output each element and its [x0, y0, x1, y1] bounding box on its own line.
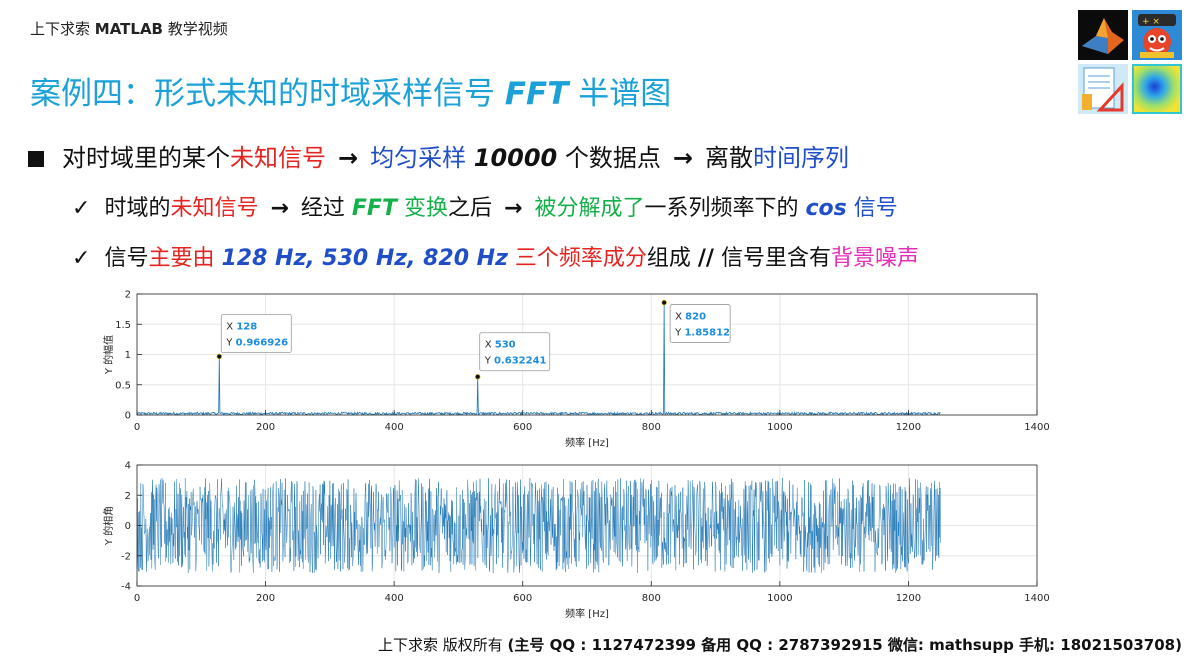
x-tick-label: 0	[134, 593, 140, 604]
x-tick-label: 0	[134, 422, 140, 433]
y-tick-label: 0	[125, 411, 131, 422]
square-bullet-icon	[28, 151, 44, 167]
datatip: X 530 Y 0.632241	[479, 332, 551, 372]
x-tick-label: 800	[642, 422, 661, 433]
datatip-box	[669, 304, 731, 343]
y-axis-label: Y 的相角	[102, 506, 115, 546]
x-tick-label: 800	[642, 593, 661, 604]
bullet-2: ✓ 时域的未知信号 → 经过 FFT 变换之后 → 被分解成了一系列频率下的 cos 信号	[72, 196, 898, 221]
heatmap-logo	[1132, 64, 1182, 114]
data-line	[136, 302, 941, 417]
matlab-membrane-logo	[1078, 10, 1128, 60]
bullet-3: ✓ 信号主要由 128 Hz, 530 Hz, 820 Hz 三个频率成分组成 /…	[72, 246, 919, 271]
x-tick-label: 400	[385, 422, 404, 433]
datatip-y: Y 1.85812	[674, 328, 730, 339]
x-tick-label: 1400	[1024, 593, 1049, 604]
chart-2: 0 200 400 600 800 1000 1200 1400 -4 -2 0 2 4 频率 [Hz] Y…	[102, 461, 1050, 621]
datatip-box	[220, 314, 292, 353]
y-tick-label: 2	[125, 290, 131, 301]
logo-group: + ×	[1078, 10, 1182, 114]
math-tools-logo	[1078, 64, 1128, 114]
datatip-y: Y 0.966926	[225, 338, 288, 349]
y-tick-label: 1	[125, 350, 131, 361]
svg-text:+ ×: + ×	[1142, 17, 1160, 27]
datatip-x: X 530	[485, 340, 516, 351]
y-tick-label: 0.5	[115, 380, 131, 391]
x-tick-label: 1000	[767, 593, 792, 604]
x-tick-label: 1400	[1024, 422, 1049, 433]
datatip-marker	[216, 353, 222, 360]
header-brand: 上下求索 MATLAB 教学视频	[30, 20, 228, 38]
slide-title: 案例四：形式未知的时域采样信号 FFT 半谱图	[30, 76, 672, 112]
datatip: X 820 Y 1.85812	[669, 304, 731, 343]
x-tick-label: 400	[385, 593, 404, 604]
x-tick-label: 600	[513, 593, 532, 604]
y-tick-label: 4	[125, 461, 131, 472]
footer-copyright: 上下求索 版权所有 (主号 QQ : 1127472399 备用 QQ : 27…	[378, 636, 1182, 654]
data-line	[136, 477, 941, 574]
x-tick-label: 1200	[896, 593, 921, 604]
datatip: X 128 Y 0.966926	[220, 314, 292, 353]
x-tick-label: 200	[256, 593, 275, 604]
y-axis-label: Y 的幅值	[102, 335, 115, 375]
x-tick-label: 600	[513, 422, 532, 433]
x-axis-label: 频率 [Hz]	[565, 436, 609, 449]
check-icon: ✓	[72, 196, 91, 221]
datatip-marker	[475, 374, 481, 380]
datatip-marker	[661, 299, 667, 306]
y-tick-label: 0	[125, 521, 131, 532]
cartoon-robot-logo: + ×	[1132, 10, 1182, 60]
y-tick-label: -2	[121, 551, 131, 562]
chart-1: 0 200 400 600 800 1000 1200 1400 0 0.5 1 1.5 2 频率 [Hz…	[102, 290, 1050, 450]
datatip-box	[479, 332, 551, 372]
datatip-x: X 128	[226, 322, 257, 333]
x-tick-label: 1000	[767, 422, 792, 433]
y-tick-label: -4	[121, 582, 131, 593]
datatip-x: X 820	[675, 312, 706, 323]
bullet-1: 对时域里的某个未知信号 → 均匀采样 10000 个数据点 → 离散时间序列	[28, 138, 849, 173]
y-tick-label: 1.5	[115, 320, 131, 331]
check-icon: ✓	[72, 246, 91, 271]
y-tick-label: 2	[125, 491, 131, 502]
x-axis-label: 频率 [Hz]	[565, 607, 609, 620]
datatip-y: Y 0.632241	[484, 356, 547, 367]
x-tick-label: 1200	[896, 422, 921, 433]
x-tick-label: 200	[256, 422, 275, 433]
